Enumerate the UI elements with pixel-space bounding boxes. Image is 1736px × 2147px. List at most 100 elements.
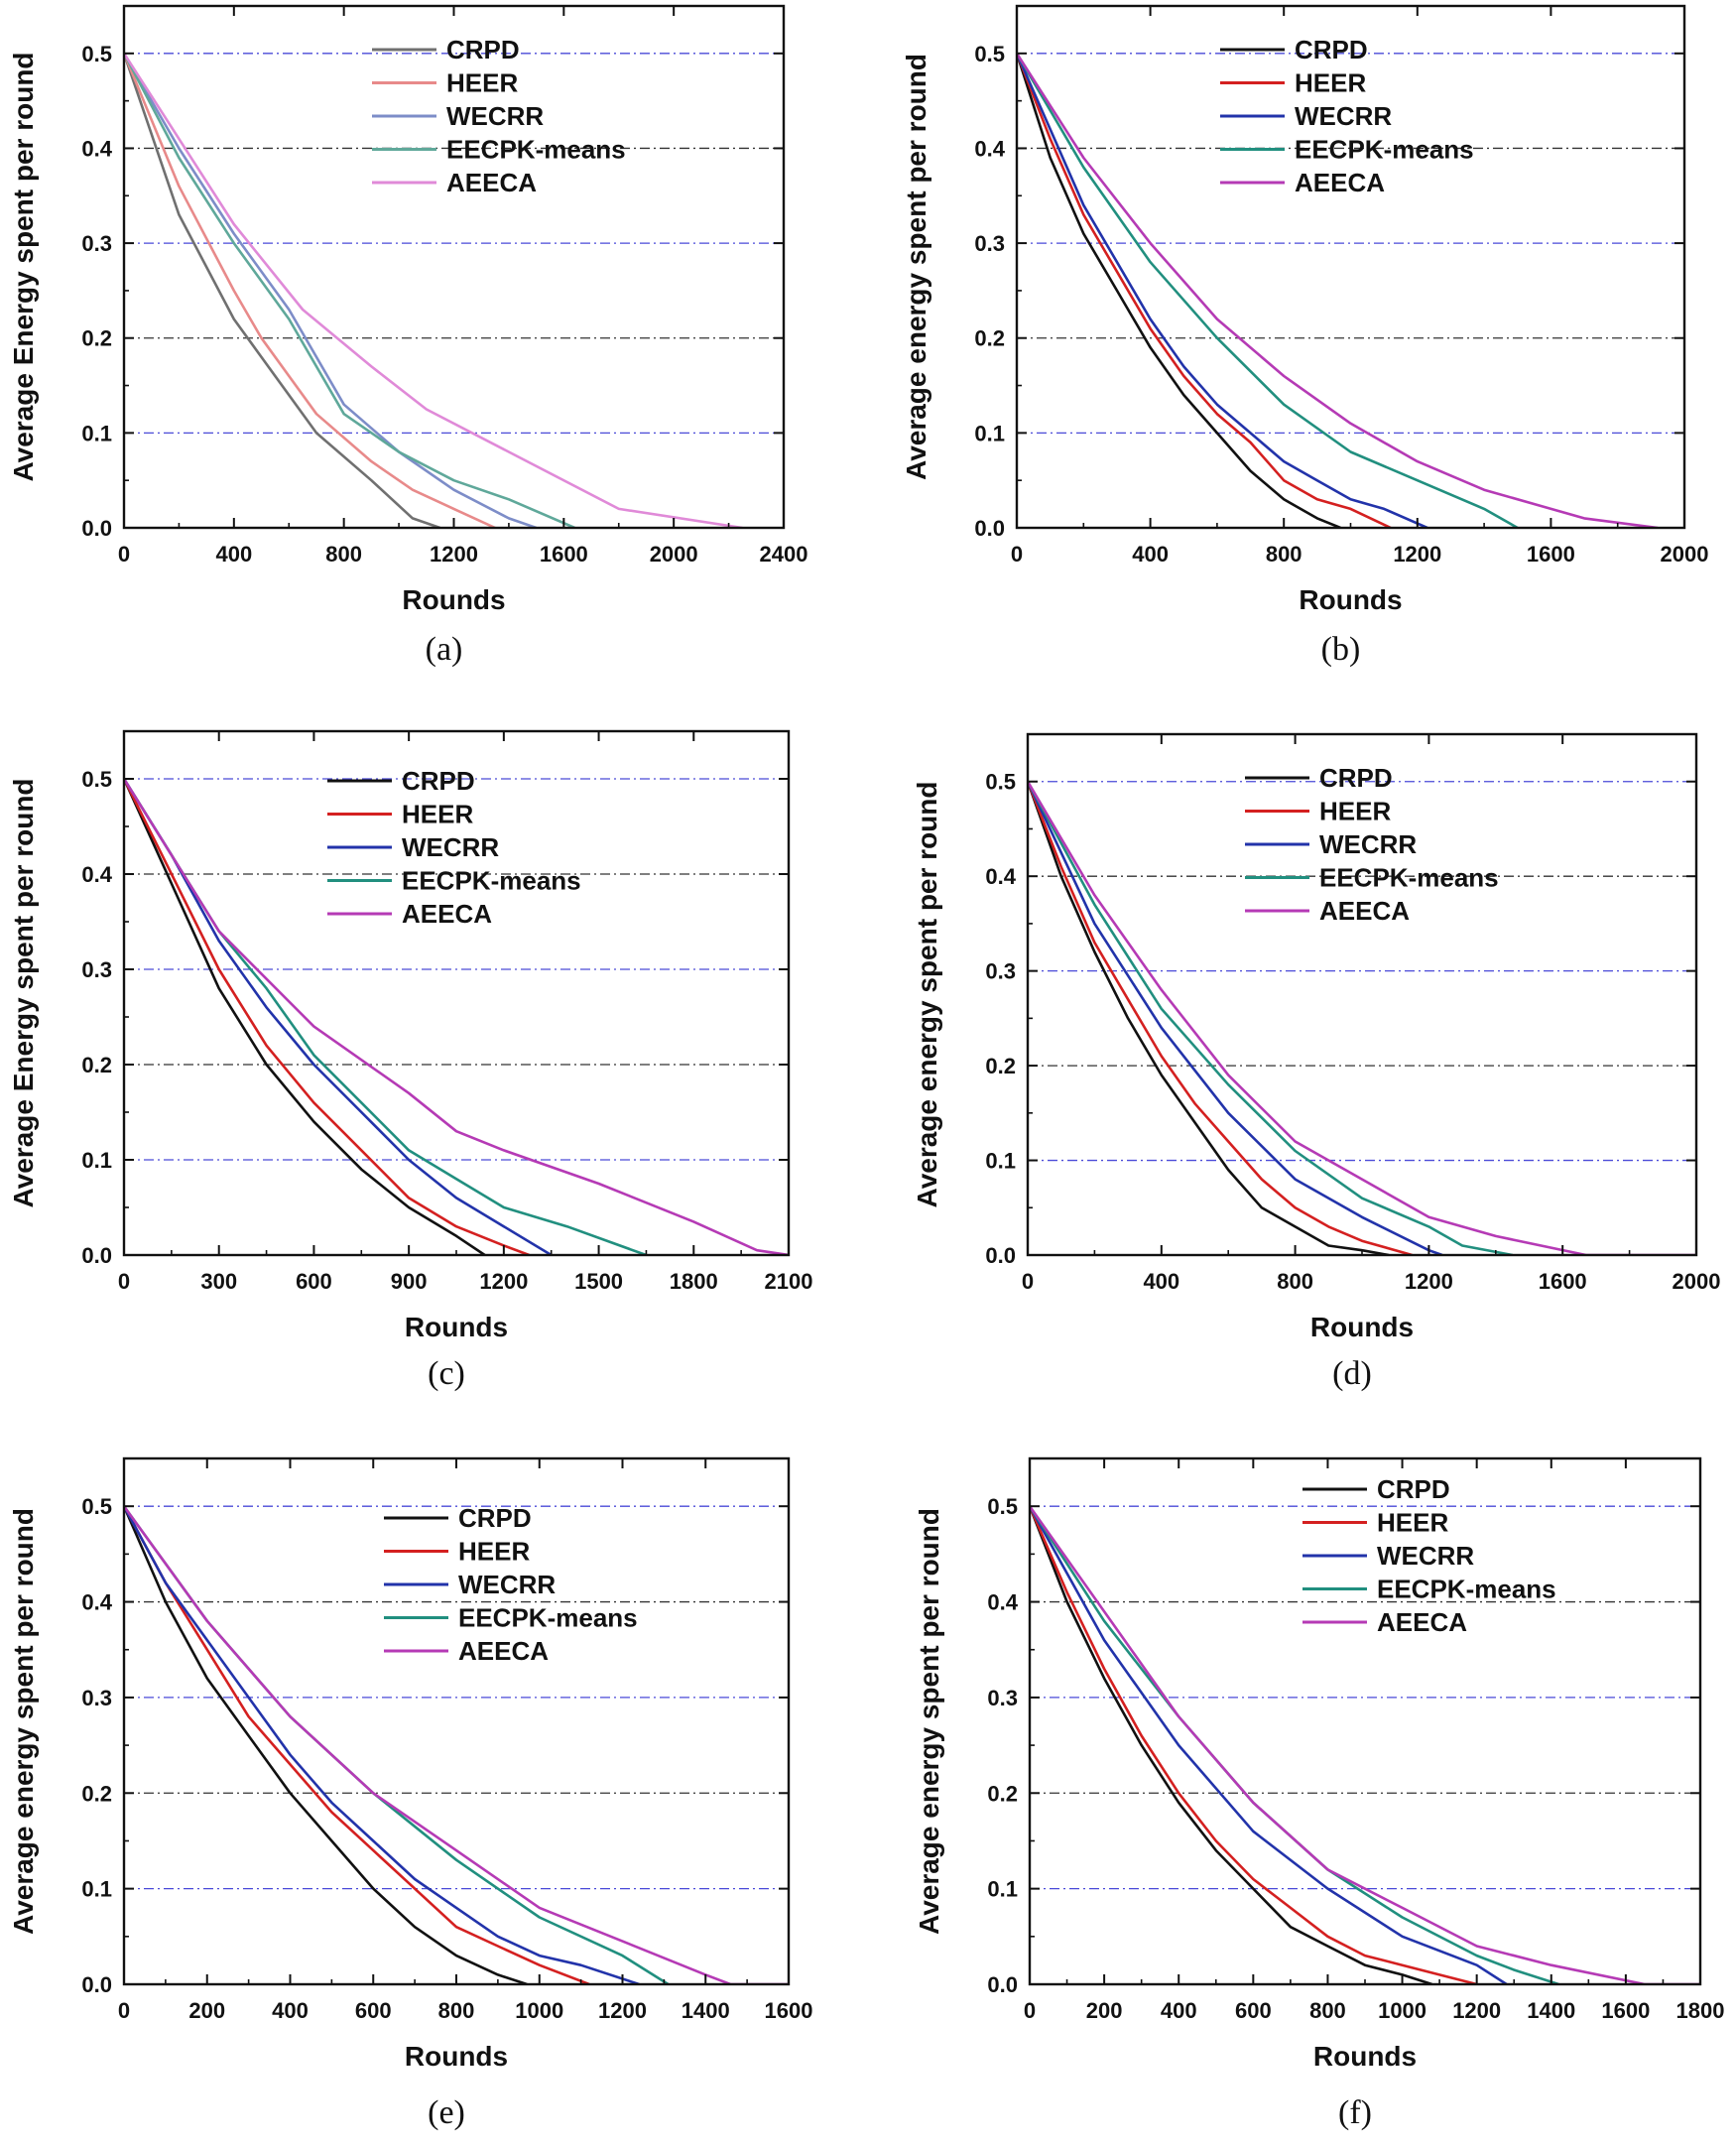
series-line-crpd bbox=[1017, 53, 1341, 528]
x-tick-label: 1200 bbox=[430, 542, 478, 567]
plot-frame bbox=[1028, 1456, 1702, 1986]
series-line-heer bbox=[124, 1505, 590, 1984]
x-tick-label: 400 bbox=[1143, 1269, 1179, 1294]
legend-label: WECRR bbox=[446, 101, 544, 131]
x-tick-label: 800 bbox=[325, 542, 362, 567]
series-line-aeeca bbox=[124, 53, 743, 528]
panel-caption: (c) bbox=[428, 1355, 465, 1392]
legend-label: EECPK-means bbox=[1319, 863, 1499, 893]
x-tick-label: 0 bbox=[118, 542, 130, 567]
y-tick-label: 0.4 bbox=[974, 136, 1005, 161]
x-tick-label: 600 bbox=[1235, 1998, 1272, 2023]
x-axis-label: Rounds bbox=[405, 1312, 508, 1342]
x-tick-label: 1000 bbox=[1378, 1998, 1426, 2023]
y-tick-label: 0.0 bbox=[81, 516, 112, 541]
x-tick-label: 600 bbox=[296, 1269, 332, 1294]
series-line-crpd bbox=[124, 1505, 528, 1984]
y-tick-label: 0.3 bbox=[987, 1686, 1018, 1710]
chart-panel-b: 0 400 800 1200 1600 2000 0.0 0.1 0.2 0.3 0.4 0.5 Rou… bbox=[901, 4, 1708, 668]
series-line-wecrr bbox=[1028, 781, 1443, 1255]
x-tick-label: 2000 bbox=[1673, 1269, 1721, 1294]
x-axis-label: Rounds bbox=[1313, 2041, 1417, 2072]
legend-label: AEECA bbox=[1377, 1607, 1467, 1637]
x-tick-label: 1600 bbox=[765, 1998, 813, 2023]
y-tick-label: 0.1 bbox=[985, 1149, 1016, 1174]
x-tick-label: 1600 bbox=[1539, 1269, 1587, 1294]
panel-caption: (d) bbox=[1332, 1355, 1372, 1392]
legend-label: HEER bbox=[458, 1537, 530, 1567]
x-tick-label: 1600 bbox=[540, 542, 588, 567]
series-line-aeeca bbox=[124, 778, 789, 1255]
y-tick-label: 0.4 bbox=[81, 1590, 112, 1615]
x-axis-label: Rounds bbox=[405, 2041, 508, 2072]
x-axis-label: Rounds bbox=[1299, 584, 1402, 615]
legend-label: CRPD bbox=[1377, 1474, 1450, 1504]
y-tick-label: 0.0 bbox=[81, 1243, 112, 1268]
series-line-crpd bbox=[1030, 1505, 1432, 1984]
y-tick-label: 0.2 bbox=[985, 1054, 1016, 1078]
x-tick-label: 0 bbox=[118, 1269, 130, 1294]
y-tick-label: 0.3 bbox=[81, 1686, 112, 1710]
legend-label: HEER bbox=[1295, 68, 1366, 98]
legend-label: WECRR bbox=[402, 832, 499, 862]
x-tick-label: 1600 bbox=[1527, 542, 1575, 567]
x-tick-label: 1200 bbox=[1393, 542, 1441, 567]
legend-label: EECPK-means bbox=[1295, 135, 1474, 165]
y-tick-label: 0.5 bbox=[987, 1494, 1018, 1519]
legend-label: AEECA bbox=[458, 1636, 549, 1666]
x-tick-label: 2100 bbox=[765, 1269, 813, 1294]
x-tick-label: 1200 bbox=[1405, 1269, 1453, 1294]
y-tick-label: 0.3 bbox=[974, 231, 1005, 256]
x-tick-label: 1200 bbox=[479, 1269, 528, 1294]
y-axis-label: Average energy spent per round bbox=[912, 782, 942, 1208]
series-line-wecrr bbox=[124, 1505, 640, 1984]
legend-label: CRPD bbox=[1319, 763, 1393, 793]
x-tick-label: 1400 bbox=[682, 1998, 730, 2023]
panel-caption: (b) bbox=[1321, 631, 1361, 668]
y-tick-label: 0.4 bbox=[985, 864, 1016, 889]
x-tick-label: 1400 bbox=[1527, 1998, 1575, 2023]
y-tick-label: 0.5 bbox=[974, 42, 1005, 66]
x-tick-label: 1500 bbox=[574, 1269, 623, 1294]
y-tick-label: 0.4 bbox=[81, 862, 112, 887]
series-line-heer bbox=[1017, 53, 1392, 528]
legend-label: AEECA bbox=[402, 899, 492, 929]
series-line-eecpk-means bbox=[1017, 53, 1519, 528]
legend-label: CRPD bbox=[1295, 35, 1368, 64]
x-tick-label: 300 bbox=[200, 1269, 237, 1294]
series-line-aeeca bbox=[124, 1505, 789, 1984]
series-line-aeeca bbox=[1028, 781, 1696, 1255]
y-tick-label: 0.0 bbox=[81, 1972, 112, 1997]
y-tick-label: 0.2 bbox=[987, 1781, 1018, 1806]
legend-label: EECPK-means bbox=[402, 866, 581, 896]
series-line-wecrr bbox=[124, 778, 553, 1255]
y-axis-label: Average energy spent per round bbox=[914, 1508, 944, 1935]
plot-frame bbox=[122, 1456, 791, 1986]
y-tick-label: 0.3 bbox=[81, 231, 112, 256]
x-tick-label: 800 bbox=[438, 1998, 475, 2023]
y-tick-label: 0.3 bbox=[985, 959, 1016, 984]
y-tick-label: 0.2 bbox=[81, 1053, 112, 1077]
x-tick-label: 1200 bbox=[1452, 1998, 1501, 2023]
legend-label: HEER bbox=[1319, 797, 1391, 826]
chart-panel-d: 0 400 800 1200 1600 2000 0.0 0.1 0.2 0.3 0.4 0.5 Rou… bbox=[912, 732, 1721, 1392]
y-axis-label: Average energy spent per round bbox=[901, 54, 931, 480]
legend-label: AEECA bbox=[1295, 168, 1385, 197]
x-tick-label: 2400 bbox=[760, 542, 808, 567]
x-tick-label: 200 bbox=[188, 1998, 225, 2023]
y-tick-label: 0.5 bbox=[985, 770, 1016, 795]
series-line-heer bbox=[124, 53, 496, 528]
legend-label: WECRR bbox=[458, 1570, 556, 1599]
panel-caption: (e) bbox=[428, 2094, 465, 2131]
y-tick-label: 0.5 bbox=[81, 1494, 112, 1519]
y-axis-label: Average energy spent per round bbox=[8, 1508, 39, 1935]
y-tick-label: 0.5 bbox=[81, 42, 112, 66]
x-tick-label: 600 bbox=[355, 1998, 392, 2023]
y-tick-label: 0.3 bbox=[81, 957, 112, 982]
legend-label: AEECA bbox=[446, 168, 537, 197]
series-line-wecrr bbox=[124, 53, 538, 528]
